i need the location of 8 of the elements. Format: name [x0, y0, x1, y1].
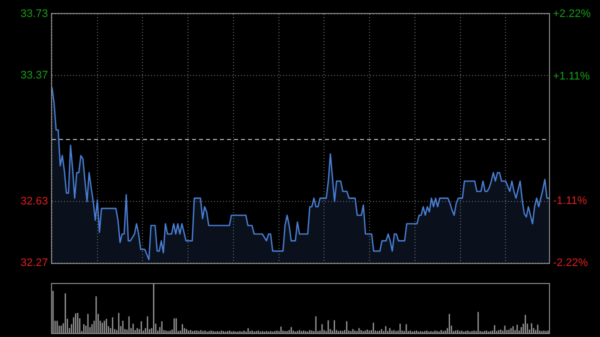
y2-tick-label: +2.22%	[553, 8, 591, 20]
y2-tick-label: -1.11%	[553, 194, 588, 207]
y-tick-label: 33.73	[20, 8, 48, 20]
y2-tick-label: +1.11%	[553, 70, 590, 82]
y-tick-label: 32.27	[20, 257, 48, 270]
y2-tick-label: -2.22%	[553, 257, 588, 270]
y-tick-label: 32.63	[20, 196, 48, 208]
y-tick-label: 33.37	[20, 69, 48, 82]
